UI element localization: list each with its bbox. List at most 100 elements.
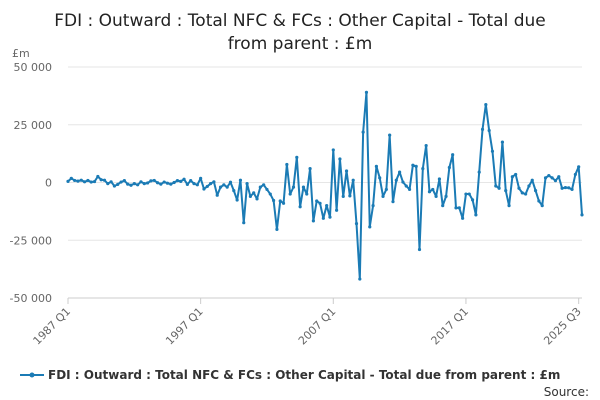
data-point[interactable] [301,185,306,189]
data-point[interactable] [255,197,259,201]
data-point[interactable] [358,277,362,281]
data-point[interactable] [407,187,412,192]
data-point[interactable] [106,182,110,186]
data-point[interactable] [119,180,123,184]
data-point[interactable] [510,175,514,179]
data-point[interactable] [530,178,534,182]
data-point[interactable] [394,178,398,182]
data-point[interactable] [73,178,77,183]
data-point[interactable] [228,180,233,184]
data-point[interactable] [185,182,189,186]
data-point[interactable] [179,179,183,183]
data-point[interactable] [341,194,345,198]
data-point[interactable] [524,192,528,196]
data-point[interactable] [391,200,395,204]
data-point[interactable] [344,169,349,173]
data-point[interactable] [451,153,455,157]
data-point[interactable] [447,165,451,170]
data-point[interactable] [278,199,282,203]
data-point[interactable] [500,140,505,144]
data-point[interactable] [248,194,252,198]
data-point[interactable] [577,165,581,169]
data-point[interactable] [371,204,375,208]
data-point[interactable] [102,178,107,182]
data-point[interactable] [335,208,339,212]
data-point[interactable] [401,180,405,184]
data-point[interactable] [205,184,209,189]
data-point[interactable] [175,179,180,183]
data-point[interactable] [404,184,408,188]
data-point[interactable] [99,178,103,182]
data-point[interactable] [245,182,249,186]
data-point[interactable] [92,179,97,184]
data-point[interactable] [427,190,432,194]
data-point[interactable] [109,180,113,184]
data-point[interactable] [82,180,87,184]
data-point[interactable] [474,213,478,217]
data-point[interactable] [258,185,262,189]
data-point[interactable] [311,219,315,223]
data-point[interactable] [315,199,319,203]
data-point[interactable] [265,187,269,192]
data-point[interactable] [321,216,325,220]
data-point[interactable] [424,143,428,148]
data-point[interactable] [384,187,388,192]
data-point[interactable] [351,178,355,182]
data-point[interactable] [348,194,352,198]
data-point[interactable] [557,175,561,179]
data-point[interactable] [281,201,286,205]
data-point[interactable] [414,164,418,168]
data-point[interactable] [305,192,309,196]
data-point[interactable] [208,182,213,186]
data-point[interactable] [328,215,332,219]
data-point[interactable] [517,186,521,190]
data-point[interactable] [550,176,554,180]
data-point[interactable] [238,178,243,182]
data-point[interactable] [537,199,541,203]
data-point[interactable] [215,193,219,197]
data-point[interactable] [308,167,312,171]
data-point[interactable] [79,178,83,182]
data-point[interactable] [218,185,223,189]
data-point[interactable] [165,181,170,185]
data-point[interactable] [374,164,378,168]
data-point[interactable] [560,186,564,190]
data-point[interactable] [195,183,199,187]
data-point[interactable] [467,192,471,196]
data-point[interactable] [567,186,571,190]
data-point[interactable] [477,170,481,174]
data-point[interactable] [461,216,465,220]
data-point[interactable] [222,183,226,187]
data-point[interactable] [199,176,203,180]
data-point[interactable] [388,133,392,137]
data-point[interactable] [298,205,302,209]
data-point[interactable] [457,206,461,210]
data-point[interactable] [547,173,551,178]
data-point[interactable] [129,183,133,187]
data-point[interactable] [540,204,544,208]
data-point[interactable] [480,127,485,131]
data-point[interactable] [86,178,90,183]
data-point[interactable] [142,182,146,186]
data-point[interactable] [520,191,524,195]
data-point[interactable] [504,188,508,193]
data-point[interactable] [152,178,156,183]
data-point[interactable] [122,179,126,183]
data-point[interactable] [202,187,206,191]
data-point[interactable] [464,192,468,196]
data-point[interactable] [112,184,117,188]
data-point[interactable] [368,225,372,229]
data-point[interactable] [514,172,518,177]
data-point[interactable] [490,149,495,153]
data-point[interactable] [411,163,415,167]
data-point[interactable] [553,179,558,183]
data-point[interactable] [318,201,322,205]
data-point[interactable] [563,185,568,190]
data-point[interactable] [172,180,176,185]
data-point[interactable] [139,180,143,184]
data-point[interactable] [272,198,276,203]
data-point[interactable] [331,148,335,152]
data-point[interactable] [543,176,548,180]
data-point[interactable] [69,176,73,180]
data-point[interactable] [66,179,70,183]
